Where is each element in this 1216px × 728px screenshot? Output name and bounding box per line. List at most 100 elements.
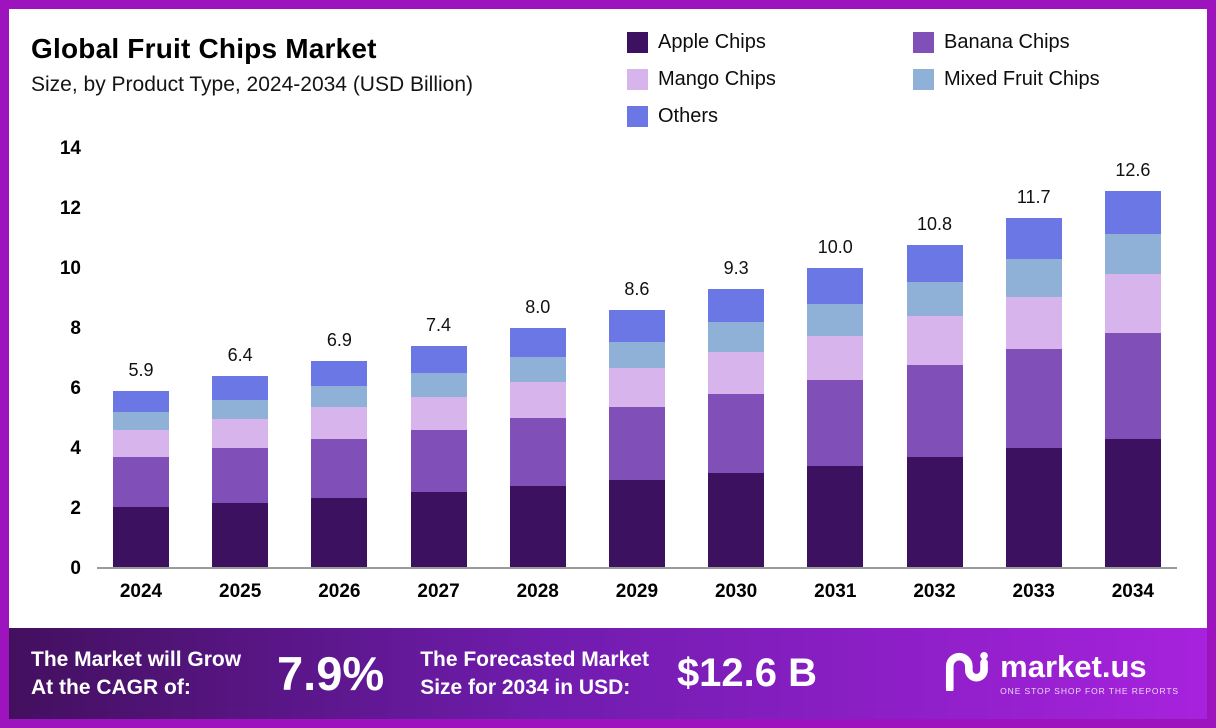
bar-segment-mango-chips-2032	[906, 316, 963, 366]
y-tick-label: 14	[59, 138, 81, 159]
x-tick-label: 2027	[417, 581, 460, 602]
x-tick-label: 2032	[913, 581, 956, 602]
bar-segment-banana-chips-2030	[708, 393, 765, 473]
marketus-logo-icon	[942, 651, 989, 696]
brand-text: market.us ONE STOP SHOP FOR THE REPORTS	[1000, 651, 1179, 696]
legend-label: Apple Chips	[658, 31, 766, 53]
plot-area: 5.9 2024 6.4 2025 6.9 2026 7.4 2027 8.0 2028 8.6 20…	[97, 149, 1177, 602]
bar-total-label: 6.4	[227, 344, 253, 365]
bar-segment-apple-chips-2030	[708, 472, 765, 567]
page-subtitle: Size, by Product Type, 2024-2034 (USD Bi…	[31, 73, 474, 96]
bar-2031: 10.0 2031	[807, 149, 864, 602]
bar-total-label: 8.6	[624, 279, 650, 300]
x-tick-label: 2025	[219, 581, 262, 602]
legend-swatch	[627, 32, 648, 53]
bar-segment-others-2029	[608, 310, 665, 342]
bar-2028: 8.0 2028	[509, 149, 566, 602]
bar-segment-apple-chips-2028	[509, 486, 566, 567]
chart-header: Global Fruit Chips Market Size, by Produ…	[31, 33, 473, 97]
forecast-value: $12.6 B	[676, 651, 818, 695]
legend: Apple Chips Banana Chips Mango Chips Mixed …	[627, 31, 1193, 128]
footer-banner: The Market will Grow At the CAGR of: 7.9…	[9, 628, 1207, 719]
bar-segment-mixed-fruit-chips-2031	[807, 304, 864, 336]
legend-swatch	[627, 69, 648, 90]
bar-segment-mixed-fruit-chips-2029	[608, 341, 665, 369]
bar-2033: 11.7 2033	[1005, 149, 1062, 602]
bar-segment-others-2032	[906, 244, 963, 282]
y-tick-label: 0	[70, 558, 81, 579]
bar-total-label: 9.3	[723, 258, 749, 279]
bar-segment-banana-chips-2024	[113, 456, 169, 508]
bar-segment-mango-chips-2024	[113, 429, 169, 457]
page-title: Global Fruit Chips Market	[31, 33, 377, 64]
bar-segment-apple-chips-2032	[906, 456, 963, 567]
forecast-label-line1: The Forecasted Market	[420, 648, 649, 672]
bar-segment-mixed-fruit-chips-2024	[113, 411, 169, 430]
bar-total-label: 8.0	[525, 297, 551, 318]
bar-segment-others-2025	[212, 375, 269, 400]
bar-segment-apple-chips-2025	[212, 502, 269, 567]
bar-segment-apple-chips-2031	[807, 465, 864, 567]
bar-segment-mixed-fruit-chips-2028	[509, 356, 566, 382]
cagr-value: 7.9%	[277, 647, 385, 700]
x-tick-label: 2030	[714, 581, 758, 602]
y-tick-label: 2	[70, 498, 81, 519]
bar-total-label: 11.7	[1016, 186, 1051, 207]
bar-segment-mixed-fruit-chips-2025	[212, 399, 269, 420]
legend-item-mixed-fruit-chips: Mixed Fruit Chips	[913, 68, 1193, 91]
bar-segment-others-2030	[708, 289, 765, 323]
cagr-label-line1: The Market will Grow	[31, 648, 242, 672]
x-tick-label: 2034	[1111, 581, 1155, 602]
bar-segment-banana-chips-2026	[311, 438, 368, 499]
bar-total-label: 12.6	[1115, 159, 1151, 180]
bar-segment-banana-chips-2028	[509, 417, 566, 487]
bar-segment-mixed-fruit-chips-2030	[708, 322, 765, 353]
legend-swatch	[627, 106, 648, 127]
bar-segment-mango-chips-2030	[708, 352, 765, 394]
bar-2029: 8.6 2029	[608, 149, 665, 602]
bar-total-label: 10.0	[817, 237, 853, 258]
marketus-brand: market.us ONE STOP SHOP FOR THE REPORTS	[942, 651, 1185, 696]
bar-total-label: 6.9	[326, 330, 352, 350]
bar-segment-banana-chips-2027	[410, 429, 467, 493]
y-tick-label: 10	[59, 258, 81, 279]
bar-segment-apple-chips-2029	[608, 480, 665, 567]
bar-total-label: 10.8	[916, 213, 953, 234]
bars-container: 5.9 2024 6.4 2025 6.9 2026 7.4 2027 8.0 2028 8.6 20…	[97, 149, 1177, 602]
forecast-label: The Forecasted Market Size for 2034 in U…	[420, 646, 649, 701]
x-tick-label: 2033	[1012, 581, 1055, 602]
bar-2034: 12.6 2034	[1104, 149, 1161, 602]
y-tick-label: 6	[70, 378, 81, 399]
bar-segment-mixed-fruit-chips-2033	[1005, 259, 1062, 297]
bar-segment-mango-chips-2031	[807, 335, 864, 381]
y-axis: 0 2 4 6 8 10 12 14	[33, 138, 91, 579]
bar-2026: 6.9 2026	[311, 149, 368, 602]
bar-segment-banana-chips-2029	[608, 407, 665, 481]
brand-tagline: ONE STOP SHOP FOR THE REPORTS	[1000, 686, 1179, 696]
bar-segment-mango-chips-2025	[212, 419, 269, 448]
bar-2027: 7.4 2027	[410, 149, 467, 602]
legend-item-others: Others	[627, 105, 907, 128]
bar-segment-mixed-fruit-chips-2034	[1104, 234, 1161, 275]
bar-segment-apple-chips-2034	[1104, 438, 1161, 567]
x-tick-label: 2029	[615, 581, 659, 602]
bar-segment-mango-chips-2027	[410, 396, 467, 430]
y-tick-label: 4	[70, 438, 81, 459]
bar-segment-mango-chips-2028	[509, 381, 566, 418]
bar-segment-banana-chips-2031	[807, 380, 864, 466]
cagr-label: The Market will Grow At the CAGR of:	[31, 646, 241, 701]
x-tick-label: 2024	[119, 581, 163, 602]
x-tick-label: 2031	[814, 581, 857, 602]
legend-label: Mango Chips	[658, 68, 776, 90]
bar-segment-apple-chips-2033	[1005, 447, 1062, 567]
bar-segment-apple-chips-2026	[311, 498, 368, 567]
stacked-bar-chart: 0 2 4 6 8 10 12 14 5.9 2024 6.4 2025 6.9 2026 7.4 2027…	[33, 135, 1183, 619]
bar-segment-mango-chips-2033	[1005, 296, 1062, 350]
forecast-label-line2: Size for 2034 in USD:	[420, 675, 631, 699]
bar-segment-others-2033	[1005, 217, 1062, 260]
bar-segment-mixed-fruit-chips-2032	[906, 281, 963, 317]
legend-swatch	[913, 69, 934, 90]
y-tick-label: 8	[70, 318, 81, 339]
bar-segment-banana-chips-2033	[1005, 349, 1062, 448]
